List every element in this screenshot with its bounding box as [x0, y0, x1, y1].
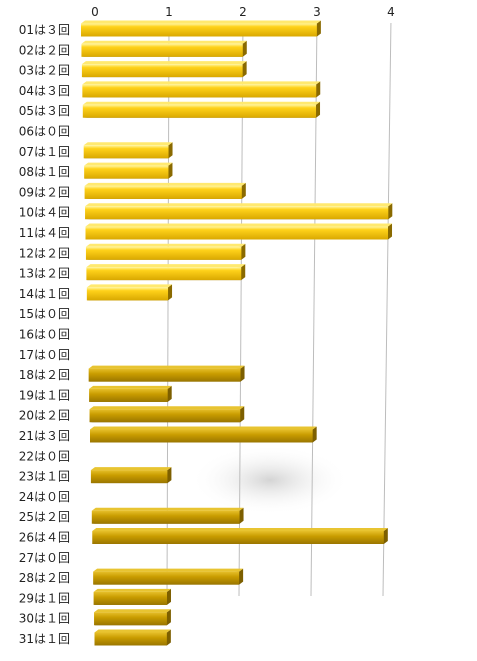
grid-line-1	[166, 22, 170, 597]
x-axis-ticks: 0 1 2 3 4	[91, 5, 395, 19]
grid-line-2	[238, 22, 244, 597]
category-label: 25は２回	[19, 510, 70, 524]
category-label: 01は３回	[19, 23, 70, 37]
bar	[94, 609, 171, 626]
x-tick-label: 0	[91, 5, 99, 19]
floor-shadow	[190, 445, 350, 515]
x-tick-label: 1	[165, 5, 173, 19]
bar	[91, 507, 244, 524]
category-label: 31は１回	[19, 632, 70, 646]
bar	[81, 20, 321, 37]
category-label: 13は２回	[19, 267, 70, 281]
bar	[81, 61, 247, 78]
bar	[90, 426, 317, 443]
category-label: 02は２回	[19, 43, 70, 57]
x-tick-label: 2	[239, 5, 247, 19]
category-label: 20は２回	[19, 409, 70, 423]
category-label: 07は１回	[19, 145, 70, 159]
category-label: 09は２回	[19, 185, 70, 199]
bar	[88, 365, 245, 382]
category-label: 21は３回	[19, 429, 70, 443]
x-tick-label: 4	[387, 5, 395, 19]
category-label: 10は４回	[19, 206, 70, 220]
bar	[82, 101, 321, 118]
bar	[94, 629, 171, 646]
category-label: 06は０回	[19, 125, 70, 139]
bar	[89, 406, 245, 423]
bar	[90, 467, 172, 484]
grid-line-4	[382, 22, 392, 597]
bar	[85, 223, 393, 240]
category-label: 18は２回	[19, 368, 70, 382]
category-label: 04は３回	[19, 84, 70, 98]
category-label: 19は１回	[19, 388, 70, 402]
category-label: 08は１回	[19, 165, 70, 179]
category-label: 17は０回	[19, 348, 70, 362]
category-label: 22は０回	[19, 449, 70, 463]
x-tick-label: 3	[313, 5, 321, 19]
bars	[81, 20, 393, 646]
category-label: 27は０回	[19, 551, 70, 565]
bar	[93, 588, 171, 605]
bar	[92, 528, 388, 544]
category-label: 24は０回	[19, 490, 70, 504]
category-label: 29は１回	[19, 591, 70, 605]
bar	[81, 40, 247, 57]
category-label: 16は０回	[19, 328, 70, 342]
category-label: 14は１回	[19, 287, 70, 301]
bar	[84, 182, 246, 199]
bar	[82, 81, 321, 98]
bar	[84, 162, 173, 179]
category-label: 28は２回	[19, 571, 70, 585]
bar	[89, 385, 172, 402]
bar	[85, 243, 246, 260]
bar	[83, 142, 173, 159]
bar	[86, 284, 173, 301]
bar	[85, 203, 393, 220]
category-label: 26は４回	[19, 531, 70, 545]
category-label: 23は１回	[19, 470, 70, 484]
grid-line-3	[310, 22, 318, 597]
grid-lines	[166, 22, 392, 597]
bar	[86, 264, 246, 281]
category-label: 03は２回	[19, 64, 70, 78]
category-label: 11は４回	[19, 226, 70, 240]
category-labels: 01は３回 02は２回 03は２回 04は３回 05は３回 06は０回 07は１回 08は１回…	[19, 23, 70, 646]
category-label: 15は０回	[19, 307, 70, 321]
category-label: 30は１回	[19, 612, 70, 626]
category-label: 05は３回	[19, 104, 70, 118]
category-label: 12は２回	[19, 246, 70, 260]
bar	[93, 568, 244, 585]
